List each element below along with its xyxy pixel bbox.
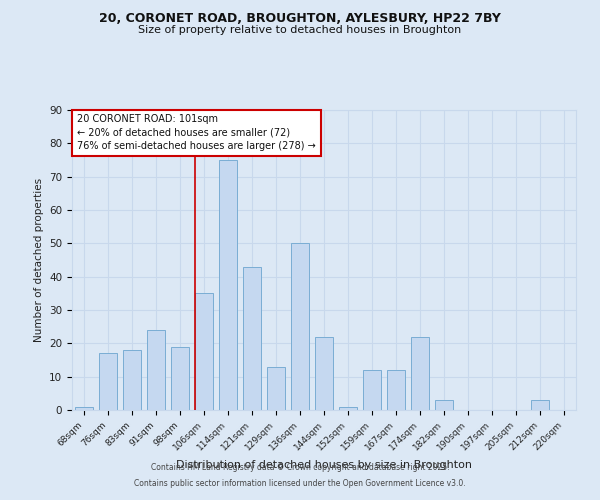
Bar bbox=[339, 406, 357, 410]
Bar bbox=[171, 346, 189, 410]
Bar bbox=[99, 354, 117, 410]
Bar bbox=[435, 400, 453, 410]
Y-axis label: Number of detached properties: Number of detached properties bbox=[34, 178, 44, 342]
Text: 20 CORONET ROAD: 101sqm
← 20% of detached houses are smaller (72)
76% of semi-de: 20 CORONET ROAD: 101sqm ← 20% of detache… bbox=[77, 114, 316, 151]
Bar bbox=[219, 160, 237, 410]
Bar bbox=[387, 370, 405, 410]
Bar bbox=[195, 294, 213, 410]
Text: Size of property relative to detached houses in Broughton: Size of property relative to detached ho… bbox=[139, 25, 461, 35]
X-axis label: Distribution of detached houses by size in Broughton: Distribution of detached houses by size … bbox=[176, 460, 472, 470]
Bar bbox=[411, 336, 429, 410]
Bar bbox=[531, 400, 549, 410]
Bar bbox=[267, 366, 285, 410]
Text: 20, CORONET ROAD, BROUGHTON, AYLESBURY, HP22 7BY: 20, CORONET ROAD, BROUGHTON, AYLESBURY, … bbox=[99, 12, 501, 26]
Bar bbox=[147, 330, 165, 410]
Bar bbox=[243, 266, 261, 410]
Bar bbox=[123, 350, 141, 410]
Bar bbox=[315, 336, 333, 410]
Bar bbox=[363, 370, 381, 410]
Bar bbox=[75, 406, 93, 410]
Text: Contains public sector information licensed under the Open Government Licence v3: Contains public sector information licen… bbox=[134, 478, 466, 488]
Bar bbox=[291, 244, 309, 410]
Text: Contains HM Land Registry data © Crown copyright and database right 2025.: Contains HM Land Registry data © Crown c… bbox=[151, 464, 449, 472]
